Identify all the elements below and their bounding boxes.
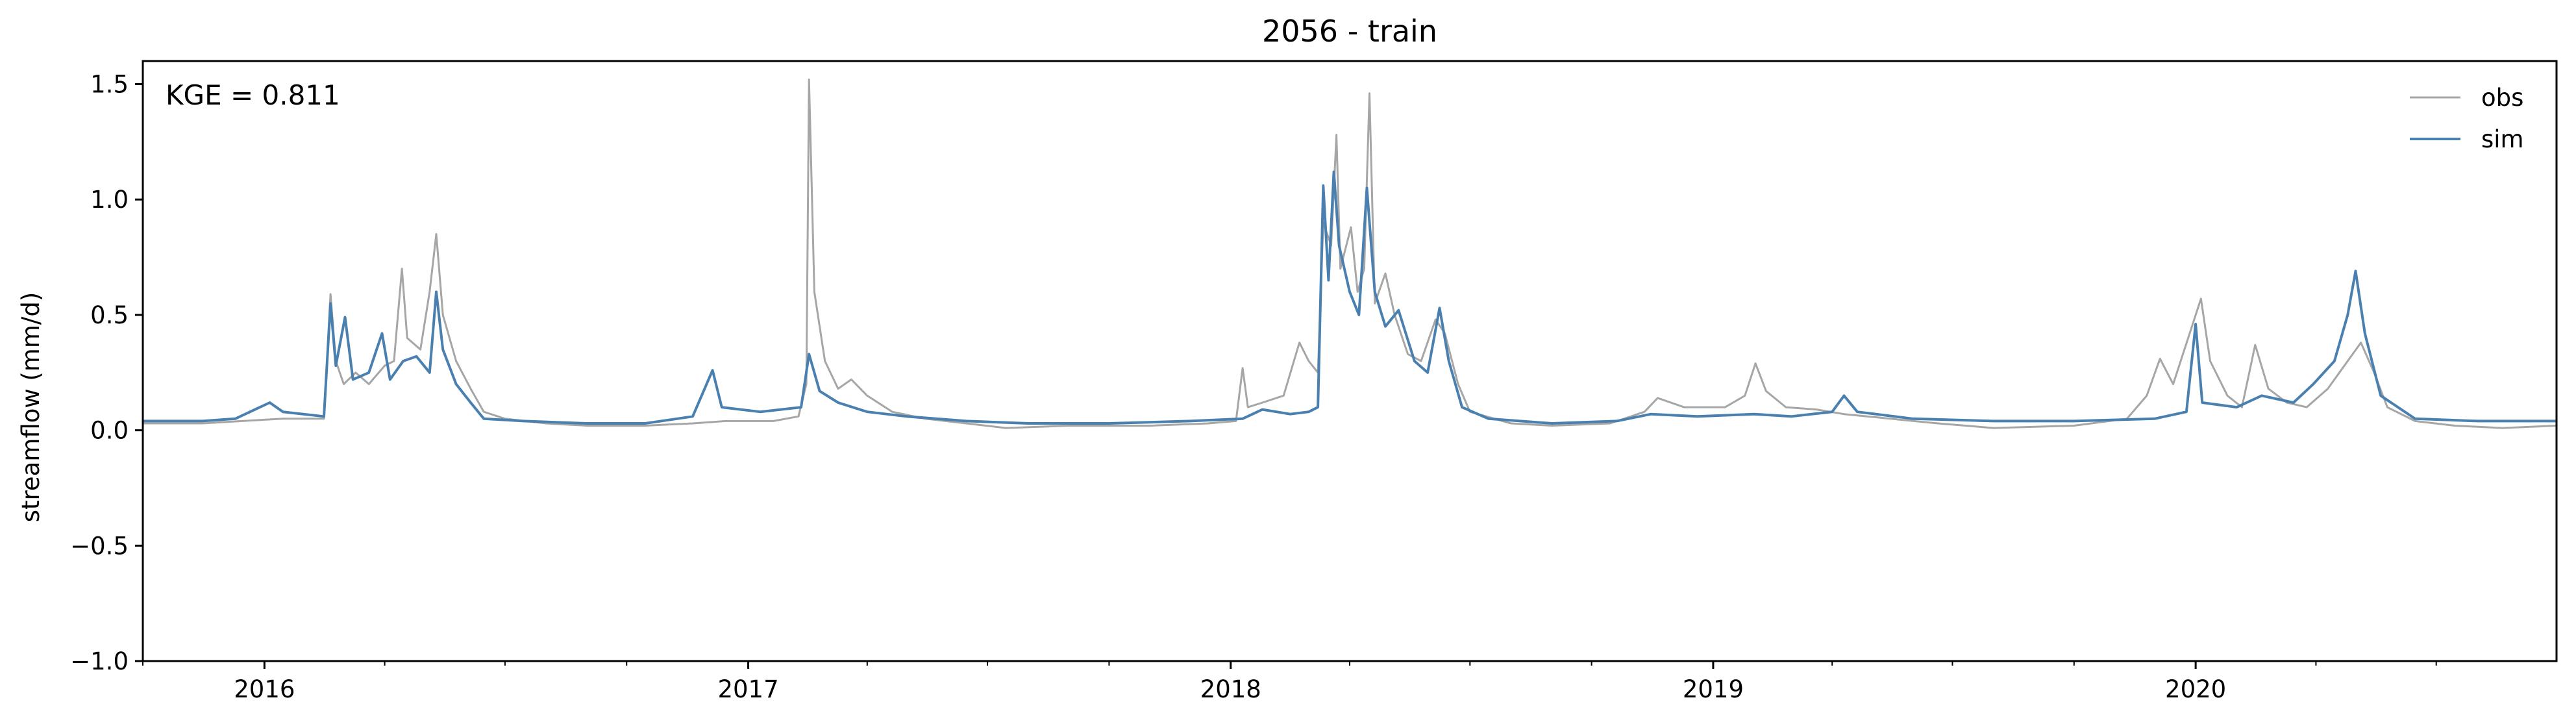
y-tick-label: 1.5 xyxy=(90,71,129,99)
x-tick-label: 2017 xyxy=(717,675,778,703)
y-tick-label: 0.5 xyxy=(90,301,129,329)
legend-label-obs: obs xyxy=(2481,84,2523,112)
series-group xyxy=(143,78,2557,429)
y-tick-label: 0.0 xyxy=(90,417,129,445)
y-tick-label: −0.5 xyxy=(70,532,129,560)
legend: obs sim xyxy=(2410,84,2524,153)
x-tick-label: 2019 xyxy=(1683,675,1744,703)
y-tick-label: −1.0 xyxy=(70,647,129,675)
chart-title: 2056 - train xyxy=(1262,14,1437,49)
x-tick-label: 2020 xyxy=(2165,675,2226,703)
y-axis-label: streamflow (mm/d) xyxy=(17,292,45,523)
y-axis: −1.0 −0.5 0.0 0.5 1.0 1.5 xyxy=(70,71,143,675)
kge-annotation: KGE = 0.811 xyxy=(166,79,340,111)
x-tick-label: 2018 xyxy=(1200,675,1261,703)
x-tick-label: 2016 xyxy=(234,675,295,703)
y-tick-label: 1.0 xyxy=(90,186,129,214)
legend-label-sim: sim xyxy=(2481,125,2524,153)
series-line-sim xyxy=(143,170,2557,425)
x-axis: 2016 2017 2018 2019 2020 xyxy=(142,661,2437,703)
